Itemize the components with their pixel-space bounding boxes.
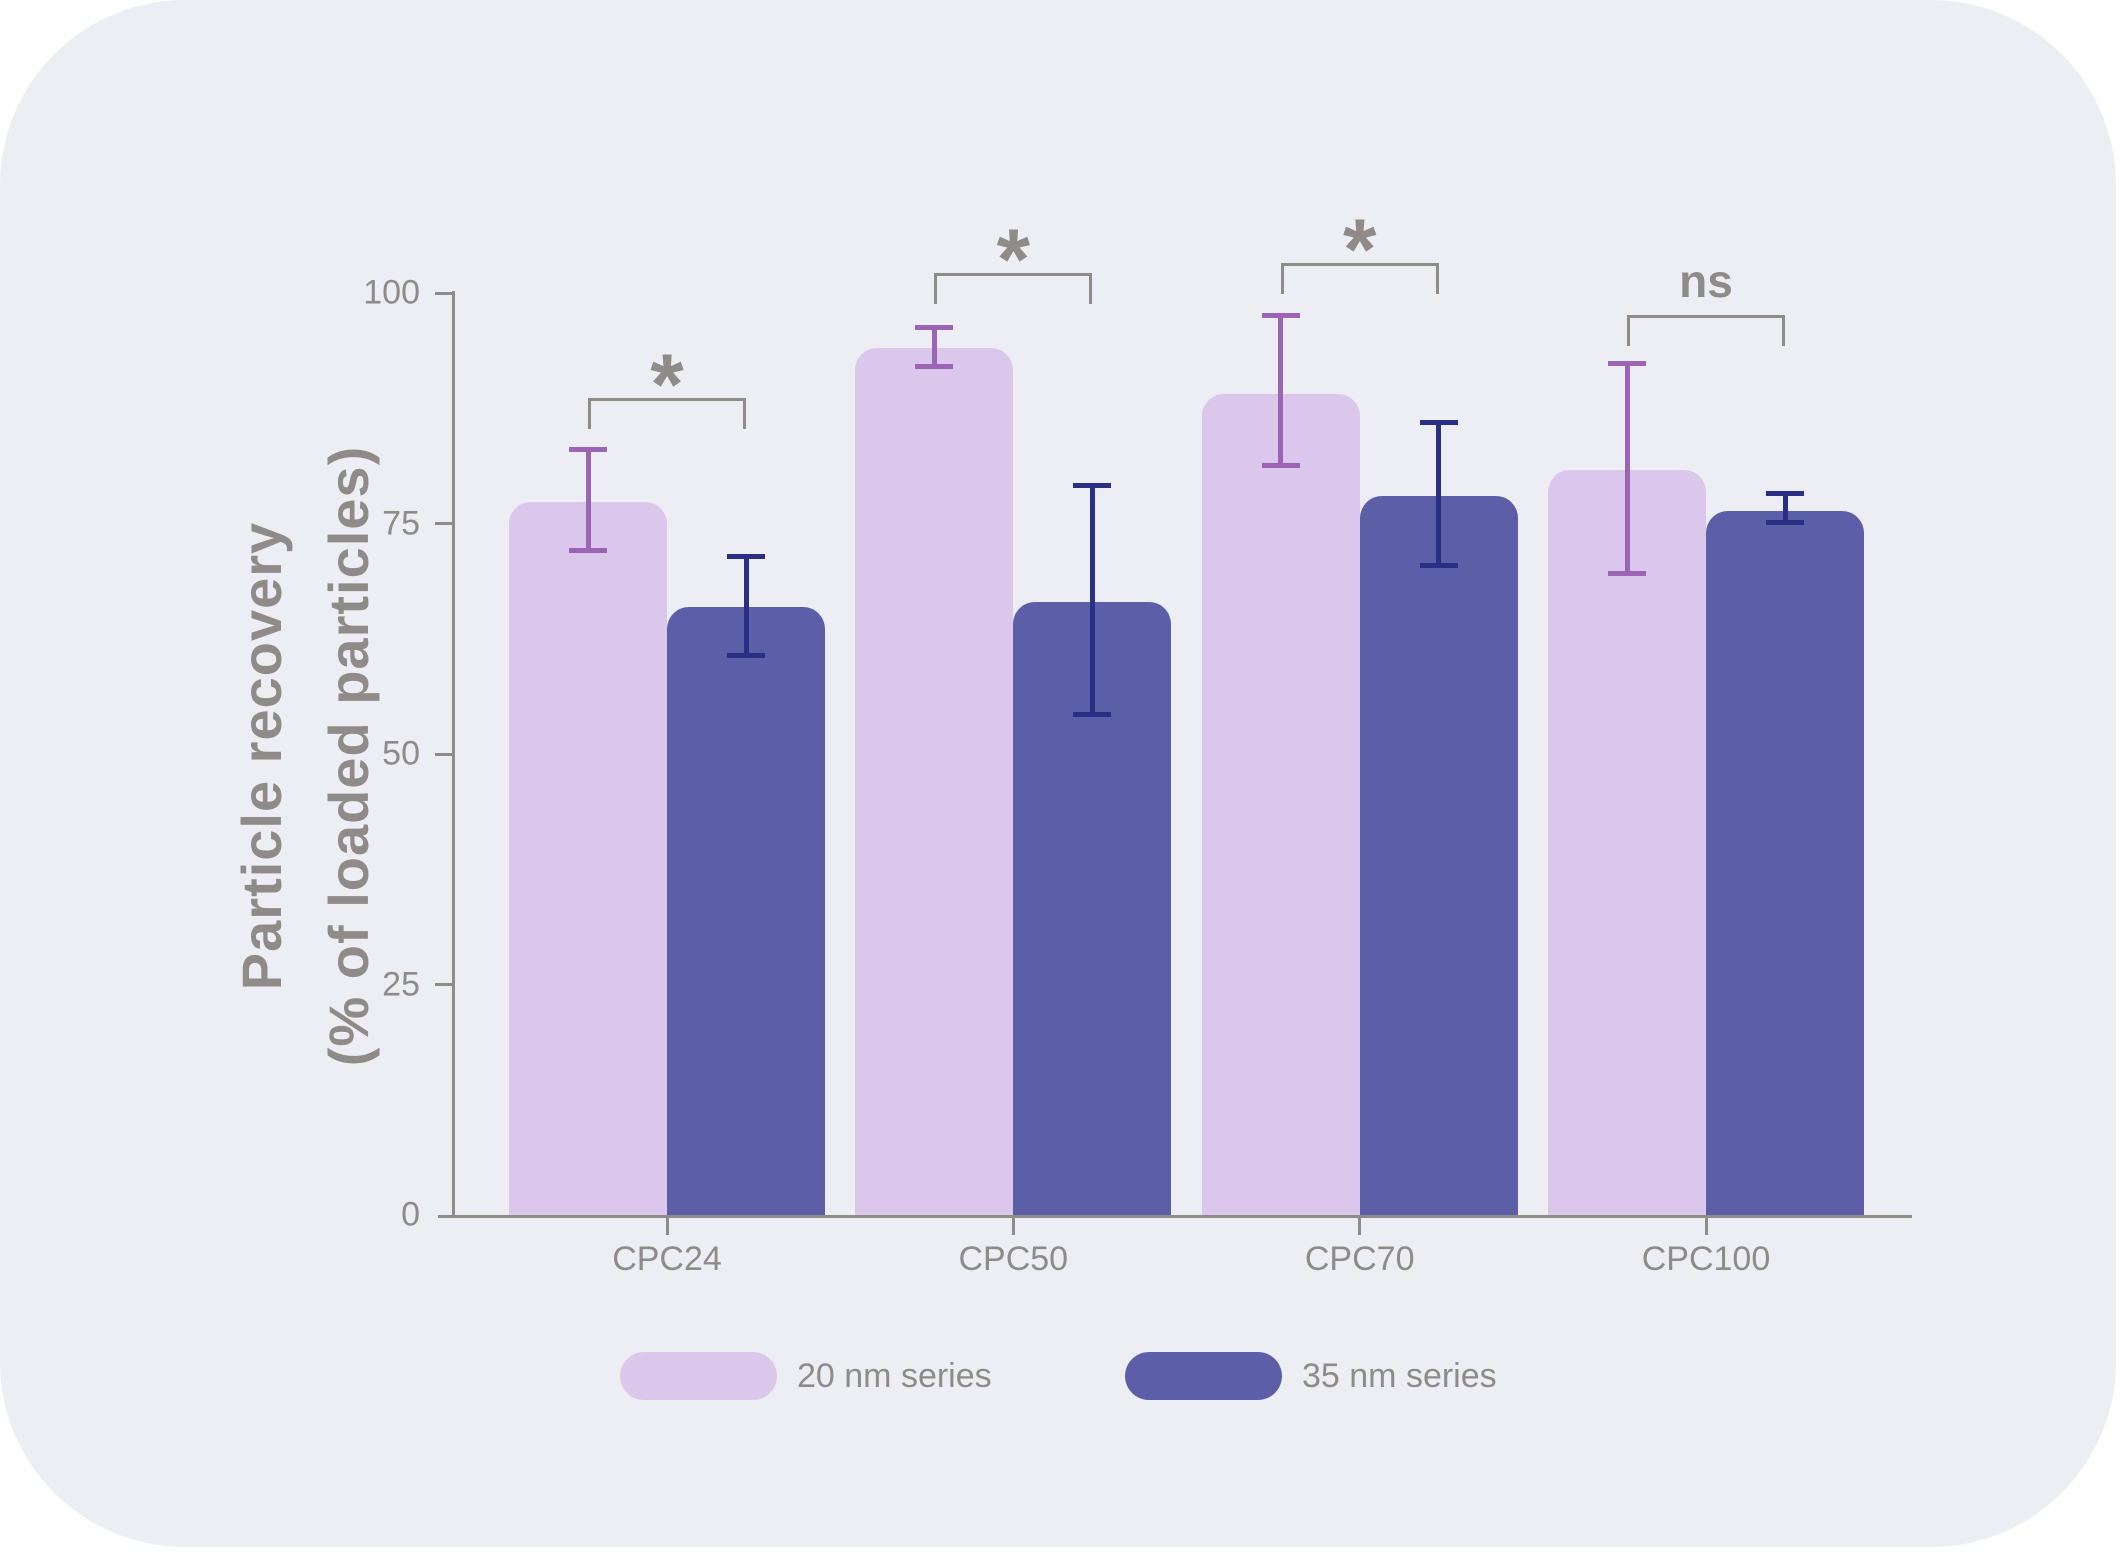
error-bar-cap-top xyxy=(1073,483,1112,489)
legend-label-20nm: 20 nm series xyxy=(797,1356,992,1395)
error-bar-cap-bottom xyxy=(1608,570,1646,576)
y-tick-label: 75 xyxy=(382,504,420,542)
y-tick-label: 100 xyxy=(363,273,420,312)
error-bar-line xyxy=(743,556,749,656)
error-bar-cap-bottom xyxy=(569,547,607,553)
legend-label-35nm: 35 nm series xyxy=(1302,1356,1497,1395)
x-tick xyxy=(665,1218,669,1235)
significance-label-CPC70: * xyxy=(1342,201,1377,298)
legend-swatch-35nm xyxy=(1125,1352,1282,1400)
y-tick xyxy=(435,983,452,986)
x-category-label: CPC100 xyxy=(1641,1240,1771,1278)
bar-35-nm-series-CPC100 xyxy=(1706,510,1864,1215)
error-bar-line xyxy=(931,327,937,367)
error-bar-cap-top xyxy=(915,324,954,330)
significance-label-CPC24: * xyxy=(650,337,684,434)
error-bar-line xyxy=(1624,363,1630,574)
error-bar-line xyxy=(585,449,591,551)
bar-35-nm-series-CPC70 xyxy=(1359,495,1518,1215)
significance-bracket-CPC100 xyxy=(1627,315,1785,347)
error-bar-cap-bottom xyxy=(1261,462,1300,468)
x-axis-line xyxy=(438,1215,1912,1218)
bar-20-nm-series-CPC100 xyxy=(1548,470,1706,1215)
error-bar-cap-top xyxy=(1419,419,1458,425)
significance-label-CPC100: ns xyxy=(1679,255,1733,308)
legend-item-20nm: 20 nm series xyxy=(620,1352,992,1400)
legend-swatch-20nm xyxy=(620,1352,777,1400)
error-bar-cap-top xyxy=(1608,360,1646,366)
significance-bracket-CPC50 xyxy=(934,272,1093,304)
error-bar-cap-bottom xyxy=(1419,563,1458,569)
y-tick xyxy=(435,752,452,756)
x-category-label: CPC70 xyxy=(1304,1240,1415,1278)
y-tick xyxy=(435,291,452,295)
error-bar-line xyxy=(1278,315,1284,466)
x-category-label: CPC24 xyxy=(612,1240,722,1278)
error-bar-cap-top xyxy=(1261,312,1300,318)
bar-20-nm-series-CPC70 xyxy=(1201,394,1360,1215)
significance-bracket-CPC70 xyxy=(1280,262,1439,294)
error-bar-line xyxy=(1782,493,1788,523)
error-bar-cap-bottom xyxy=(727,652,765,658)
x-tick xyxy=(1704,1218,1708,1235)
error-bar-cap-bottom xyxy=(915,364,954,370)
y-tick-label: 25 xyxy=(382,965,420,1003)
x-tick xyxy=(1358,1218,1362,1235)
significance-bracket-CPC24 xyxy=(588,398,746,430)
error-bar-cap-top xyxy=(727,554,765,560)
y-tick-label: 50 xyxy=(382,734,420,773)
error-bar-cap-top xyxy=(1766,491,1804,497)
x-tick xyxy=(1011,1218,1015,1235)
legend: 20 nm series 35 nm series xyxy=(0,1352,2121,1412)
error-bar-line xyxy=(1436,422,1442,566)
bar-35-nm-series-CPC24 xyxy=(667,607,825,1215)
legend-item-35nm: 35 nm series xyxy=(1125,1352,1497,1400)
y-tick xyxy=(435,522,452,525)
error-bar-cap-bottom xyxy=(1766,520,1804,526)
error-bar-cap-top xyxy=(569,447,607,453)
y-axis-line xyxy=(452,291,455,1215)
bar-20-nm-series-CPC50 xyxy=(855,348,1014,1215)
bar-20-nm-series-CPC24 xyxy=(509,502,667,1215)
x-category-label: CPC50 xyxy=(958,1240,1069,1278)
significance-label-CPC50: * xyxy=(996,211,1031,308)
y-tick-label: 0 xyxy=(401,1195,420,1234)
error-bar-line xyxy=(1089,485,1095,715)
error-bar-cap-bottom xyxy=(1073,711,1112,717)
